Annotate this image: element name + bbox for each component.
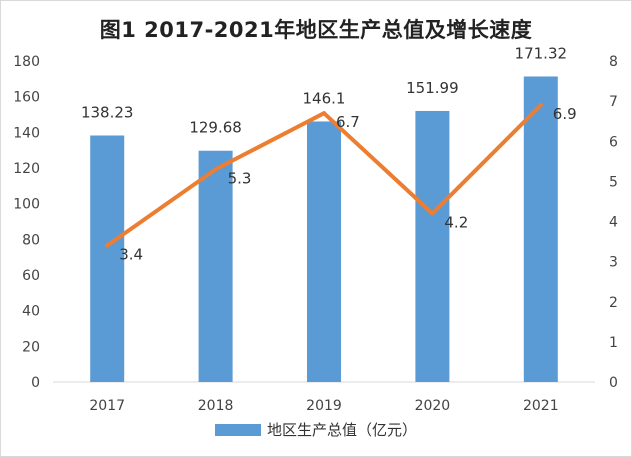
y-left-tick-label: 180 [13,54,40,70]
line-point [213,167,218,172]
y-right-tick-label: 8 [609,54,618,70]
bar [90,135,125,382]
y-right-tick-label: 6 [609,134,618,150]
bar [198,150,233,382]
y-left-tick-label: 160 [13,90,40,106]
bar-value-label: 138.23 [81,103,134,121]
line-value-label: 6.7 [336,113,360,131]
y-left-tick-label: 100 [13,197,40,213]
y-left-tick-label: 20 [22,339,40,355]
line-value-label: 4.2 [444,213,468,231]
line-value-label: 6.9 [553,105,577,123]
y-left-tick-label: 0 [31,375,40,391]
y-left-tick-label: 120 [13,161,40,177]
legend-label-gdp: 地区生产总值（亿元） [266,421,417,439]
y-right-tick-label: 5 [609,174,618,190]
x-tick-label: 2018 [198,398,234,414]
bar-value-label: 129.68 [189,119,242,137]
x-tick-label: 2019 [306,398,342,414]
y-left-tick-label: 40 [22,304,40,320]
y-left-tick-label: 140 [13,125,40,141]
bar [307,121,341,382]
x-tick-label: 2020 [415,398,451,414]
line-point [322,111,326,116]
x-tick-label: 2021 [523,398,559,414]
line-point [430,211,435,216]
y-right-tick-label: 2 [609,295,618,311]
legend-swatch-gdp [214,423,261,436]
y-right-tick-label: 7 [609,94,618,110]
line-value-label: 5.3 [228,169,252,187]
bar [523,76,558,382]
line-point [538,103,543,108]
chart-title: 图1 2017-2021年地区生产总值及增长速度 [99,18,533,42]
y-left-tick-label: 60 [22,268,40,284]
line-value-label: 3.4 [119,246,143,264]
y-right-tick-label: 3 [609,255,618,271]
bar [415,110,450,382]
bar-value-label: 146.1 [303,89,346,107]
y-right-tick-label: 4 [609,215,618,231]
x-tick-label: 2017 [89,398,125,414]
bar-value-label: 171.32 [515,44,568,62]
y-left-tick-label: 80 [22,232,40,248]
legend: 地区生产总值（亿元） [0,419,632,440]
y-right-tick-label: 1 [609,335,618,351]
bar-value-label: 151.99 [406,79,459,97]
y-right-tick-label: 0 [609,375,618,391]
line-point [105,243,110,248]
